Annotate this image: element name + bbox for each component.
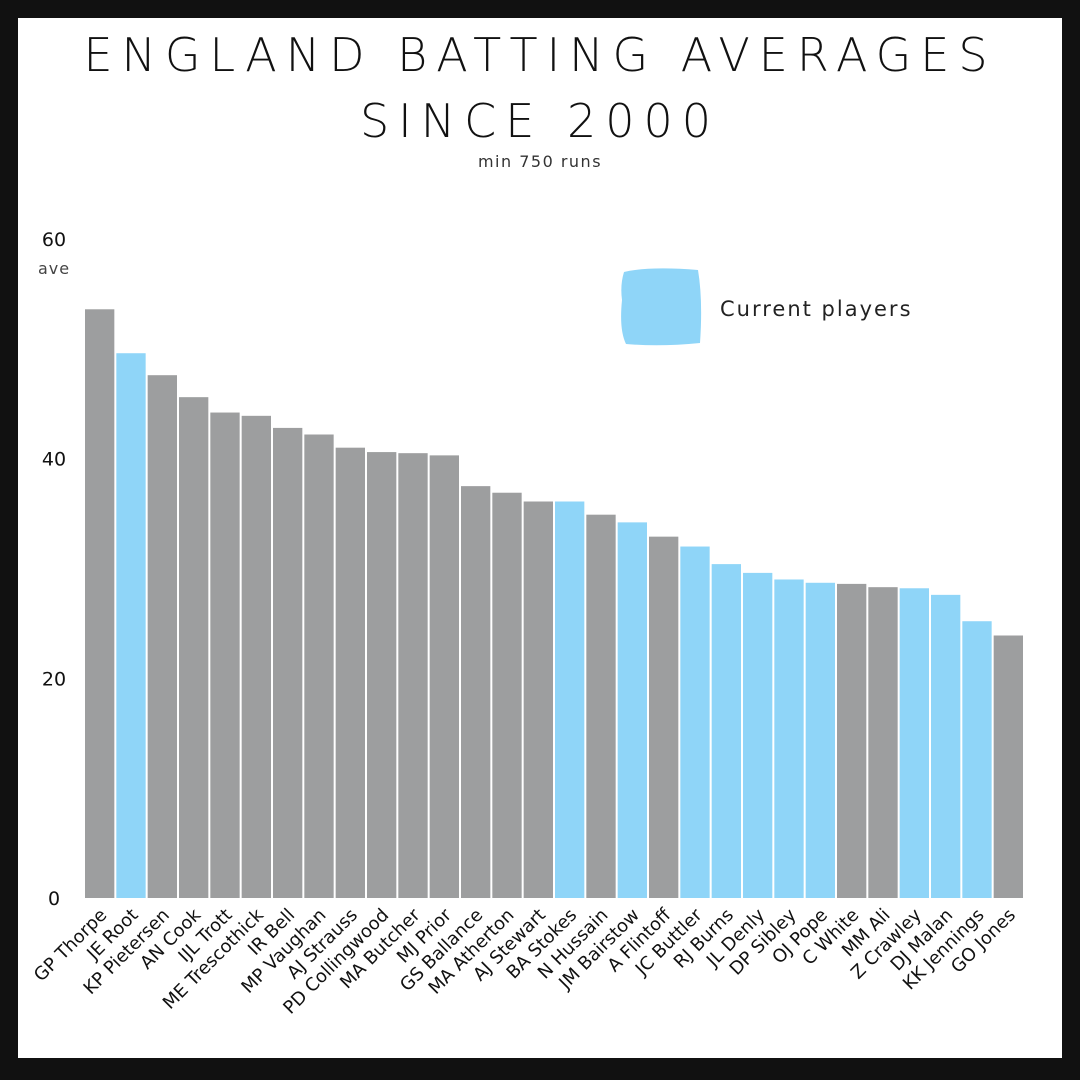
bar-ba-stokes [555, 501, 585, 898]
bar-oj-pope [805, 582, 835, 898]
bar-c-white [837, 583, 867, 898]
bar-ma-atherton [492, 492, 522, 898]
y-tick-label: 60 [42, 229, 66, 251]
chart-subtitle: min 750 runs [477, 152, 603, 171]
bar-ir-bell [273, 427, 303, 898]
chart-title-line-2: SINCE 2000 [359, 94, 721, 148]
y-tick-label: 0 [48, 888, 60, 910]
bar-gp-thorpe [85, 309, 115, 898]
bar-z-crawley [899, 588, 929, 898]
chart-title-line-1: ENGLAND BATTING AVERAGES [83, 28, 997, 82]
bar-kp-pietersen [147, 375, 177, 898]
bar-jl-denly [743, 572, 773, 898]
y-tick-label: 40 [42, 449, 66, 471]
bar-ijl-trott [210, 412, 240, 898]
bar-aj-strauss [335, 447, 365, 898]
legend-label-current: Current players [720, 297, 913, 321]
bars [85, 309, 1023, 899]
bar-go-jones [993, 635, 1023, 898]
bar-a-flintoff [649, 536, 679, 898]
bar-jc-buttler [680, 546, 710, 898]
bar-aj-stewart [523, 501, 553, 898]
bar-pd-collingwood [367, 452, 397, 898]
bar-n-hussain [586, 514, 616, 898]
y-tick-label: 20 [42, 668, 66, 690]
y-axis: 0 20 40 60 ave [38, 229, 70, 910]
legend-swatch-current [621, 268, 702, 346]
bar-kk-jennings [962, 621, 992, 898]
bar-mj-prior [429, 455, 459, 898]
bar-gs-ballance [461, 486, 491, 899]
legend: Current players [621, 268, 913, 346]
bar-mp-vaughan [304, 434, 334, 898]
bar-jm-bairstow [617, 522, 647, 898]
y-axis-label: ave [38, 259, 70, 278]
bar-ma-butcher [398, 453, 428, 898]
bar-je-root [116, 353, 146, 899]
bar-mm-ali [868, 587, 898, 898]
bar-dp-sibley [774, 579, 804, 898]
bar-dj-malan [931, 594, 961, 898]
chart-title: ENGLAND BATTING AVERAGES SINCE 2000 [0, 22, 1080, 154]
bar-rj-burns [711, 564, 741, 898]
bar-an-cook [179, 397, 209, 898]
bar-me-trescothick [241, 415, 271, 898]
